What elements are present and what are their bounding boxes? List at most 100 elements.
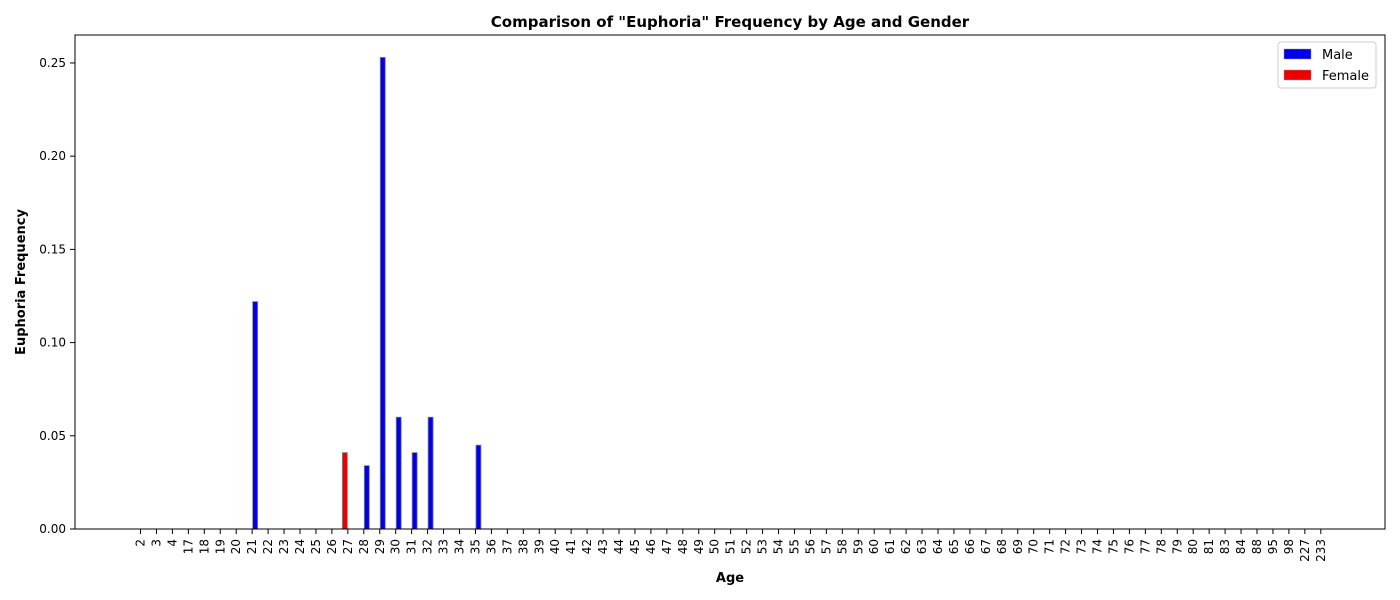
- x-tick-label: 71: [1043, 539, 1057, 554]
- legend-label-female: Female: [1322, 69, 1369, 84]
- chart-title: Comparison of "Euphoria" Frequency by Ag…: [491, 13, 970, 31]
- x-tick-label: 50: [708, 539, 722, 554]
- x-tick-label: 19: [213, 539, 227, 554]
- bar-male-32: [427, 416, 434, 530]
- x-tick-label: 27: [341, 539, 355, 554]
- bar-male-31: [411, 452, 418, 530]
- x-tick-label: 68: [995, 539, 1009, 554]
- x-tick-label: 55: [787, 539, 801, 554]
- x-tick-label: 64: [931, 539, 945, 554]
- x-tick-label: 58: [835, 539, 849, 554]
- x-tick-label: 74: [1091, 539, 1105, 554]
- x-tick-label: 80: [1186, 539, 1200, 554]
- bar-male-29: [379, 56, 386, 530]
- x-tick-label: 32: [421, 539, 435, 554]
- x-tick-label: 41: [564, 539, 578, 554]
- bar-male-28: [363, 465, 370, 530]
- x-tick-label: 44: [612, 539, 626, 554]
- plot-area: 0.000.050.100.150.200.252 3 4 17 18 19 20 21 22 2…: [39, 56, 1328, 562]
- plot-frame: [74, 34, 1386, 530]
- x-tick-label: 3: [149, 539, 163, 547]
- x-tick-label: 79: [1170, 539, 1184, 554]
- x-tick-label: 88: [1250, 539, 1264, 554]
- x-tick-label: 70: [1027, 539, 1041, 554]
- x-tick-label: 63: [915, 539, 929, 554]
- x-tick-label: 69: [1011, 539, 1025, 554]
- x-tick-label: 46: [644, 539, 658, 554]
- legend-item-male: Male: [1283, 48, 1353, 63]
- x-tick-label: 56: [803, 539, 817, 554]
- x-tick-label: 72: [1059, 539, 1073, 554]
- x-tick-label: 2: [134, 539, 148, 547]
- x-tick-label: 28: [357, 539, 371, 554]
- x-tick-label: 17: [181, 539, 195, 554]
- x-tick-label: 42: [580, 539, 594, 554]
- legend-swatch-female: [1283, 69, 1312, 81]
- legend: Male Female: [1277, 41, 1377, 89]
- y-tick-label: 0.10: [39, 336, 66, 350]
- x-tick-label: 77: [1138, 539, 1152, 554]
- x-tick-label: 26: [325, 539, 339, 554]
- x-tick-label: 31: [405, 539, 419, 554]
- y-tick-label: 0.25: [39, 56, 66, 70]
- x-tick-label: 54: [772, 539, 786, 554]
- y-axis-label: Euphoria Frequency: [14, 209, 29, 355]
- x-tick-label: 73: [1075, 539, 1089, 554]
- y-tick-label: 0.05: [39, 429, 66, 443]
- x-tick-label: 98: [1282, 539, 1296, 554]
- x-tick-label: 38: [516, 539, 530, 554]
- x-tick-label: 49: [692, 539, 706, 554]
- x-tick-label: 67: [979, 539, 993, 554]
- y-tick-label: 0.20: [39, 149, 66, 163]
- x-tick-label: 233: [1314, 539, 1328, 562]
- x-tick-label: 52: [740, 539, 754, 554]
- x-tick-label: 66: [963, 539, 977, 554]
- legend-label-male: Male: [1322, 48, 1353, 63]
- x-tick-label: 78: [1154, 539, 1168, 554]
- legend-item-female: Female: [1283, 69, 1369, 84]
- x-tick-label: 57: [819, 539, 833, 554]
- x-tick-label: 21: [245, 539, 259, 554]
- x-tick-label: 84: [1234, 539, 1248, 554]
- legend-swatch-male: [1283, 48, 1312, 60]
- bar-male-21: [252, 301, 259, 530]
- x-tick-label: 35: [468, 539, 482, 554]
- x-tick-label: 22: [261, 539, 275, 554]
- x-tick-label: 83: [1218, 539, 1232, 554]
- x-tick-label: 33: [437, 539, 451, 554]
- x-tick-label: 65: [947, 539, 961, 554]
- x-tick-label: 62: [899, 539, 913, 554]
- bar-male-30: [395, 416, 402, 530]
- x-tick-label: 4: [165, 539, 179, 547]
- bar-male-35: [475, 444, 482, 530]
- x-tick-label: 40: [548, 539, 562, 554]
- x-tick-label: 75: [1106, 539, 1120, 554]
- x-tick-label: 59: [851, 539, 865, 554]
- x-tick-label: 37: [500, 539, 514, 554]
- x-tick-label: 25: [309, 539, 323, 554]
- x-axis-label: Age: [716, 571, 744, 586]
- x-tick-label: 53: [756, 539, 770, 554]
- x-tick-label: 30: [389, 539, 403, 554]
- x-tick-label: 81: [1202, 539, 1216, 554]
- x-tick-label: 24: [293, 539, 307, 554]
- x-tick-label: 34: [453, 539, 467, 554]
- x-tick-label: 61: [883, 539, 897, 554]
- x-tick-label: 20: [229, 539, 243, 554]
- x-tick-label: 36: [484, 539, 498, 554]
- x-tick-label: 23: [277, 539, 291, 554]
- y-tick-label: 0.15: [39, 242, 66, 256]
- x-tick-label: 45: [628, 539, 642, 554]
- x-tick-label: 47: [660, 539, 674, 554]
- x-tick-label: 39: [532, 539, 546, 554]
- x-tick-label: 60: [867, 539, 881, 554]
- x-tick-label: 76: [1122, 539, 1136, 554]
- y-tick-label: 0.00: [39, 522, 66, 536]
- x-tick-label: 43: [596, 539, 610, 554]
- x-tick-label: 18: [197, 539, 211, 554]
- x-tick-label: 95: [1266, 539, 1280, 554]
- bar-female-27: [341, 452, 348, 530]
- x-tick-label: 29: [373, 539, 387, 554]
- x-tick-label: 227: [1298, 539, 1312, 562]
